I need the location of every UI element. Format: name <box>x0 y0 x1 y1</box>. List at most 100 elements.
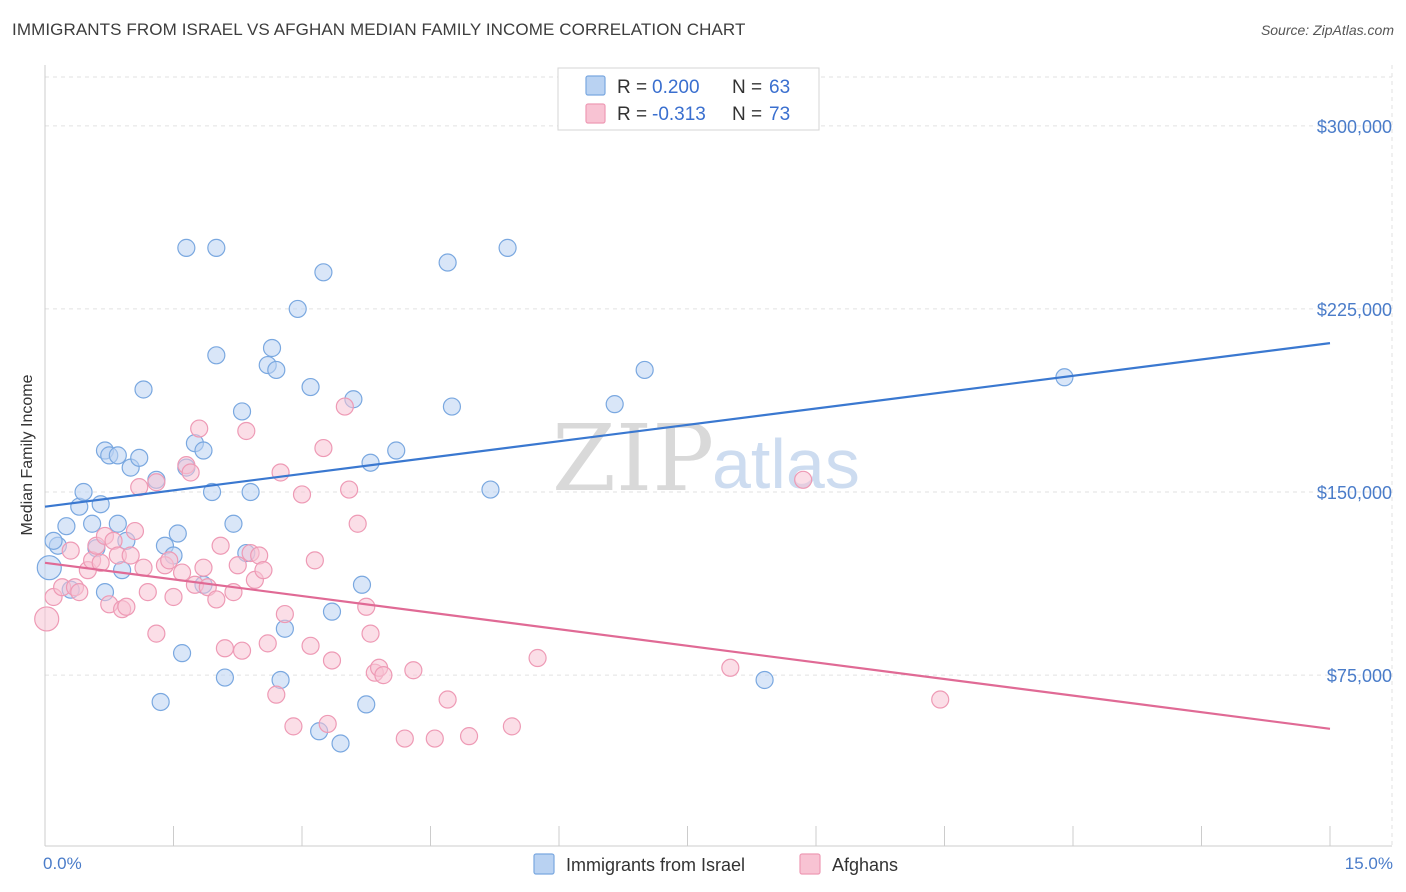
afghan-point <box>292 485 312 504</box>
afghan-point <box>121 546 140 565</box>
israel-point <box>172 644 192 663</box>
israel-point <box>36 555 62 581</box>
series-afghan-points <box>34 397 950 748</box>
afghan-point <box>258 634 277 653</box>
israel-point <box>387 441 406 460</box>
israel-point <box>438 253 457 272</box>
israel-point <box>108 514 127 533</box>
afghan-point <box>172 563 192 582</box>
legend-n-label-afghans: N = <box>732 104 762 125</box>
afghan-point <box>147 624 166 643</box>
y-tick-label: $75,000 <box>1327 666 1392 686</box>
afghan-point <box>117 597 136 616</box>
afghan-point <box>335 397 354 416</box>
watermark-atlas: atlas <box>712 425 860 503</box>
afghan-point <box>284 717 303 736</box>
israel-point <box>74 482 93 502</box>
trend-line-israel <box>44 342 1331 508</box>
y-tick-label: $300,000 <box>1317 117 1392 137</box>
israel-point <box>207 238 226 257</box>
bottom-legend: Immigrants from Israel Afghans <box>533 853 898 875</box>
legend-swatch-israel <box>585 75 606 96</box>
afghan-point <box>301 636 320 655</box>
afghan-point <box>395 729 414 748</box>
afghan-point <box>190 419 209 438</box>
israel-point <box>481 480 500 499</box>
israel-point <box>134 380 153 399</box>
y-tick-label: $150,000 <box>1317 483 1392 503</box>
afghan-point <box>160 551 179 570</box>
afghan-point <box>425 729 444 748</box>
afghan-point <box>232 641 252 660</box>
bottom-legend-swatch-israel <box>533 853 555 875</box>
israel-point <box>194 441 213 460</box>
afghan-point <box>194 558 213 577</box>
afghan-point <box>322 651 342 670</box>
israel-point <box>755 670 774 690</box>
israel-point <box>215 668 234 687</box>
afghan-point <box>70 583 89 602</box>
israel-point <box>130 448 149 467</box>
afghan-point <box>181 463 200 482</box>
afghan-point <box>138 583 157 602</box>
afghan-point <box>528 648 547 668</box>
axes <box>44 65 1392 847</box>
israel-point <box>267 360 286 380</box>
afghan-point <box>502 717 521 736</box>
afghan-point <box>459 727 479 746</box>
israel-point <box>232 402 252 421</box>
israel-point <box>83 514 102 533</box>
afghan-point <box>254 561 273 580</box>
israel-point <box>635 360 654 380</box>
afghan-point <box>211 536 230 555</box>
israel-point <box>241 482 260 502</box>
israel-point <box>262 338 282 358</box>
afghan-point <box>314 438 333 458</box>
afghan-point <box>147 473 166 492</box>
trend-lines <box>44 342 1331 730</box>
afghan-point <box>721 658 740 677</box>
afghan-point <box>134 558 153 577</box>
afghan-point <box>207 590 226 609</box>
israel-point <box>108 446 127 465</box>
israel-point <box>357 695 376 714</box>
israel-point <box>288 299 307 319</box>
afghan-point <box>305 551 324 570</box>
bottom-legend-label-afghans: Afghans <box>832 855 898 875</box>
legend-r-value-afghans: -0.313 <box>652 104 706 125</box>
israel-point <box>605 395 624 414</box>
series-israel-points <box>36 238 1074 753</box>
israel-point <box>442 397 462 416</box>
israel-point <box>322 602 342 621</box>
x-tick-label-min: 0.0% <box>43 854 82 873</box>
legend-n-value-afghans: 73 <box>769 104 790 125</box>
afghan-point <box>340 480 359 499</box>
y-tick-label: $225,000 <box>1317 300 1392 320</box>
afghan-point <box>237 421 256 441</box>
watermark: ZIP atlas <box>552 405 860 512</box>
afghan-point <box>215 639 234 658</box>
afghan-point <box>931 690 950 709</box>
chart-title: IMMIGRANTS FROM ISRAEL VS AFGHAN MEDIAN … <box>12 20 746 39</box>
bottom-legend-swatch-afghans <box>799 853 821 875</box>
legend-r-label-israel: R = <box>617 77 647 98</box>
israel-point <box>301 377 320 397</box>
x-tick-label-max: 15.0% <box>1345 854 1393 873</box>
israel-point <box>151 692 170 712</box>
afghan-point <box>348 514 367 533</box>
israel-point <box>314 263 333 282</box>
israel-point <box>57 517 76 536</box>
legend-r-label-afghans: R = <box>617 104 647 125</box>
chart-source: Source: ZipAtlas.com <box>1260 22 1394 38</box>
afghan-point <box>374 666 393 685</box>
israel-point <box>168 524 187 543</box>
israel-point <box>224 514 243 533</box>
legend-swatch-afghans <box>585 103 606 124</box>
afghan-point <box>357 597 376 616</box>
afghan-point <box>91 553 110 572</box>
israel-point <box>331 734 350 753</box>
israel-point <box>177 238 196 257</box>
israel-point <box>498 238 517 257</box>
x-tick-labels: 0.0% 15.0% <box>43 854 1393 873</box>
